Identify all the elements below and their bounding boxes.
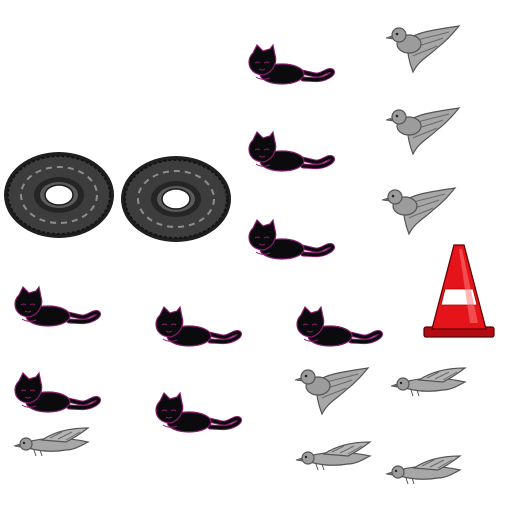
bird-sprite[interactable] [295,368,368,414]
cat-sprite[interactable] [156,393,240,432]
cat-sprite[interactable] [249,132,333,171]
tire-sprite[interactable] [4,152,114,238]
tire-sprite[interactable] [121,156,231,242]
bird-sprite[interactable] [386,26,459,72]
cat-sprite[interactable] [249,45,333,84]
cat-sprite[interactable] [297,307,381,346]
bird-sprite[interactable] [386,108,459,154]
traffic-cone-sprite[interactable] [424,245,494,337]
bird-sprite[interactable] [296,442,370,470]
bird-sprite[interactable] [391,368,465,396]
bird-sprite[interactable] [14,428,88,456]
bird-sprite[interactable] [382,188,455,234]
cat-sprite[interactable] [249,220,333,259]
cat-sprite[interactable] [156,307,240,346]
cat-sprite[interactable] [15,287,99,326]
cat-sprite[interactable] [15,373,99,412]
bird-sprite[interactable] [386,456,460,484]
